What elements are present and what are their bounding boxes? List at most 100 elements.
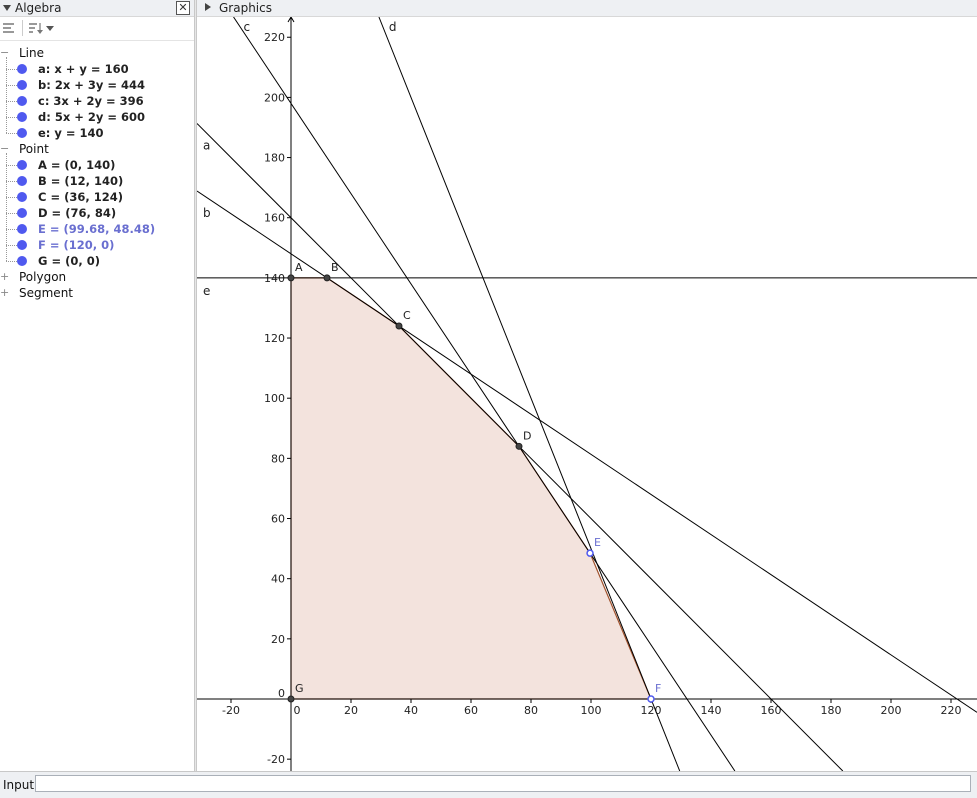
algebra-item[interactable]: G = (0, 0) (38, 254, 100, 268)
tree-connector (6, 181, 17, 182)
point-G[interactable] (287, 695, 295, 703)
category-toggle-icon[interactable]: + (0, 286, 10, 299)
tree-connector (6, 57, 7, 133)
y-tick-label: 20 (271, 633, 285, 646)
point-F[interactable] (647, 695, 655, 703)
category-label[interactable]: Polygon (19, 270, 67, 284)
tree-connector (6, 153, 7, 261)
y-tick-label: 60 (271, 513, 285, 526)
tree-connector (6, 261, 17, 262)
visibility-toggle-icon[interactable] (17, 256, 27, 266)
algebra-item[interactable]: C = (36, 124) (38, 190, 123, 204)
y-tick-label: 220 (264, 31, 285, 44)
category-toggle-icon[interactable]: + (0, 270, 10, 283)
algebra-item[interactable]: b: 2x + 3y = 444 (38, 78, 146, 92)
tree-connector (6, 117, 17, 118)
visibility-toggle-icon[interactable] (17, 96, 27, 106)
point-B[interactable] (323, 274, 331, 282)
y-axis-arrow (287, 17, 295, 23)
x-tick-label: 140 (701, 704, 722, 717)
algebra-header[interactable]: Algebra ✕ (0, 0, 194, 17)
category-toggle-icon[interactable]: − (0, 142, 10, 155)
x-tick-label: 160 (761, 704, 782, 717)
x-tick-label: 100 (581, 704, 602, 717)
feasible-region-polygon[interactable] (290, 277, 652, 700)
visibility-toggle-icon[interactable] (17, 176, 27, 186)
algebra-toolbar (0, 17, 194, 41)
category-label[interactable]: Segment (19, 286, 73, 300)
y-tick-label: 100 (264, 392, 285, 405)
x-tick-label: 60 (464, 704, 478, 717)
graphics-view[interactable]: Graphics -20 20 40 60 80 100 120 140 160 180 200 22… (197, 0, 977, 771)
input-field[interactable] (35, 775, 971, 792)
point-C[interactable] (395, 322, 403, 330)
algebra-item[interactable]: E = (99.68, 48.48) (38, 222, 156, 236)
y-tick-label: 160 (264, 212, 285, 225)
algebra-item[interactable]: B = (12, 140) (38, 174, 124, 188)
tree-connector (6, 133, 17, 134)
line-c[interactable] (233, 17, 736, 771)
line-d[interactable] (378, 17, 681, 771)
algebra-item[interactable]: a: x + y = 160 (38, 62, 129, 76)
algebra-item[interactable]: d: 5x + 2y = 600 (38, 110, 146, 124)
point-label: G (295, 682, 304, 695)
visibility-toggle-icon[interactable] (17, 64, 27, 74)
algebra-item[interactable]: F = (120, 0) (38, 238, 115, 252)
point-label: D (523, 429, 531, 442)
tree-connector (6, 229, 17, 230)
y-tick-label: -20 (267, 753, 285, 766)
collapse-triangle-icon[interactable] (3, 5, 11, 11)
tree-connector (6, 85, 17, 86)
x-tick-label: 180 (821, 704, 842, 717)
y-tick-label: 40 (271, 573, 285, 586)
algebra-item[interactable]: D = (76, 84) (38, 206, 117, 220)
x-tick-label: -20 (222, 704, 240, 717)
line-label: b (203, 206, 211, 220)
point-E[interactable] (586, 549, 594, 557)
point-A[interactable] (287, 274, 295, 282)
point-label: B (331, 261, 339, 274)
category-toggle-icon[interactable]: − (0, 46, 10, 59)
tree-connector (6, 165, 17, 166)
y-tick-label: 80 (271, 452, 285, 465)
y-tick-label: 180 (264, 152, 285, 165)
point-label: A (295, 261, 303, 274)
visibility-toggle-icon[interactable] (17, 160, 27, 170)
toolbar-divider (22, 20, 23, 36)
visibility-toggle-icon[interactable] (17, 112, 27, 122)
sort-by-dropdown-icon[interactable] (27, 20, 59, 36)
expand-triangle-icon[interactable] (205, 3, 211, 11)
visibility-toggle-icon[interactable] (17, 240, 27, 250)
point-label: F (655, 682, 661, 695)
tree-connector (6, 197, 17, 198)
point-D[interactable] (515, 442, 523, 450)
visibility-toggle-icon[interactable] (17, 208, 27, 218)
algebra-item[interactable]: e: y = 140 (38, 126, 104, 140)
x-tick-label: 0 (294, 704, 301, 717)
graphics-header[interactable]: Graphics (197, 0, 977, 17)
algebra-item[interactable]: A = (0, 140) (38, 158, 116, 172)
visibility-toggle-icon[interactable] (17, 128, 27, 138)
x-tick-label: 20 (344, 704, 358, 717)
line-label: a (203, 138, 210, 152)
algebra-view: Algebra ✕ − Line a: x + y = 160 b: 2x + 3y … (0, 0, 194, 771)
auxiliary-objects-icon[interactable] (2, 20, 16, 36)
algebra-item[interactable]: c: 3x + 2y = 396 (38, 94, 144, 108)
line-label: d (389, 20, 397, 34)
close-icon[interactable]: ✕ (176, 1, 190, 15)
input-bar: Input: (0, 771, 977, 798)
category-label[interactable]: Point (19, 142, 49, 156)
graphics-title: Graphics (219, 1, 272, 15)
y-tick-label: 200 (264, 91, 285, 104)
visibility-toggle-icon[interactable] (17, 80, 27, 90)
line-label: c (244, 20, 251, 34)
visibility-toggle-icon[interactable] (17, 192, 27, 202)
tree-connector (6, 69, 17, 70)
view-splitter[interactable] (194, 0, 197, 771)
x-tick-label: 80 (524, 704, 538, 717)
visibility-toggle-icon[interactable] (17, 224, 27, 234)
graphics-canvas[interactable]: -20 20 40 60 80 100 120 140 160 180 200 220 -20 0 20 40… (197, 17, 977, 771)
category-label[interactable]: Line (19, 46, 45, 60)
algebra-title: Algebra (15, 1, 62, 15)
x-tick-label: 200 (881, 704, 902, 717)
